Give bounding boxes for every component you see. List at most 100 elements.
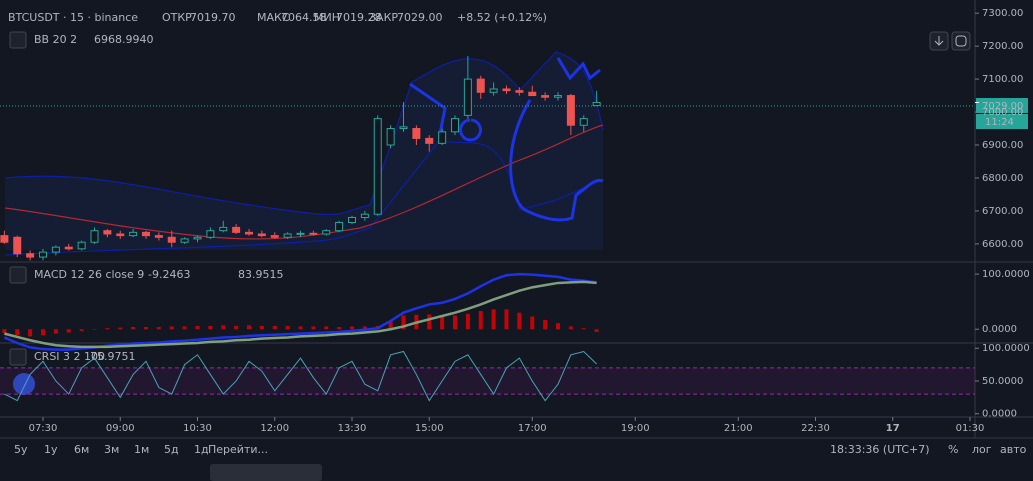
- macd-histogram: [182, 326, 187, 330]
- macd-histogram: [594, 329, 599, 332]
- range-button[interactable]: 3м: [104, 443, 119, 456]
- bollinger-basis: [4, 124, 604, 240]
- macd-histogram: [66, 329, 71, 333]
- goto-button[interactable]: Перейти...: [208, 443, 268, 456]
- y-tick-label: 6700.00: [982, 206, 1023, 217]
- macd-histogram: [453, 315, 457, 330]
- candle-body: [579, 118, 588, 126]
- macd-histogram: [440, 316, 445, 330]
- candle-body: [0, 235, 9, 243]
- macd-histogram: [156, 327, 161, 330]
- percent-button[interactable]: %: [948, 443, 958, 456]
- candle-body: [232, 226, 241, 233]
- candle-body: [219, 226, 228, 232]
- macd-histogram: [79, 329, 84, 331]
- macd-histogram: [324, 326, 329, 330]
- y-tick-label: 7100.00: [982, 74, 1023, 85]
- collapse[interactable]: [9, 348, 27, 366]
- range-button[interactable]: 1м: [134, 443, 149, 456]
- candle-body: [438, 131, 447, 144]
- y-tick-label: 6900.00: [982, 140, 1023, 151]
- y-tick-label: 0.0000: [982, 324, 1017, 335]
- last-price-label: 7029.00: [982, 101, 1023, 112]
- header-symbol: BTCUSDT · 15 · binance: [8, 11, 138, 24]
- macd-histogram: [53, 329, 58, 334]
- range-button[interactable]: 1д: [194, 443, 209, 456]
- macd-histogram: [543, 319, 548, 330]
- logo[interactable]: [13, 373, 35, 395]
- candle-body: [103, 230, 112, 235]
- bollinger-upper: [4, 51, 604, 216]
- candle-body: [129, 231, 138, 237]
- candle-body: [142, 231, 150, 237]
- range-button[interactable]: 5y: [14, 443, 28, 456]
- candle-body: [502, 88, 511, 92]
- countdown: 11:24: [985, 117, 1014, 128]
- indicator-name: CRSI 3 2 100: [34, 350, 105, 363]
- header-close-label: ЗАКР: [369, 11, 398, 24]
- candle-body: [90, 230, 99, 243]
- macd-histogram: [221, 325, 226, 330]
- header-high-label: МАКС: [257, 11, 290, 24]
- candle-body: [554, 95, 562, 98]
- header-change: +8.52 (+0.12%): [457, 11, 547, 24]
- x-tick-label: 09:00: [106, 423, 135, 434]
- y-tick-label: 7000.00: [982, 107, 1023, 118]
- macd-histogram: [504, 309, 509, 330]
- indicator-value: 83.9515: [238, 268, 284, 281]
- x-tick-label: 13:30: [338, 423, 367, 434]
- log-button[interactable]: лог: [972, 443, 992, 456]
- candle-body: [386, 128, 395, 146]
- indicator-value: 75.9751: [90, 350, 136, 363]
- x-tick-label: 07:30: [29, 423, 58, 434]
- collapse[interactable]: [9, 266, 27, 284]
- macd-histogram: [556, 323, 560, 330]
- header-close: 7029.00: [397, 11, 443, 24]
- macd-histogram: [28, 329, 33, 337]
- auto-button[interactable]: авто: [1000, 443, 1027, 456]
- candle-body: [26, 253, 35, 258]
- collapse[interactable]: [9, 31, 27, 49]
- candle-body: [528, 91, 537, 97]
- candle-body: [541, 95, 550, 98]
- header-low: 7019.28: [336, 11, 382, 24]
- candle-body: [51, 246, 60, 253]
- user-drawing: [409, 57, 604, 222]
- range-button[interactable]: 1y: [44, 443, 58, 456]
- macd-histogram: [208, 325, 213, 330]
- x-tick-label: 01:30: [956, 423, 985, 434]
- macd-histogram: [131, 327, 136, 330]
- macd-histogram: [530, 316, 535, 330]
- button[interactable]: [951, 31, 971, 51]
- candle-body: [360, 213, 369, 219]
- candle-body: [515, 90, 524, 93]
- down-icon: [934, 36, 944, 46]
- macd-histogram: [298, 326, 303, 330]
- candle-body: [257, 233, 266, 237]
- candle-body: [412, 128, 421, 139]
- clock: 18:33:36 (UTC+7): [830, 443, 930, 456]
- macd-histogram: [337, 327, 342, 330]
- macd-histogram: [118, 327, 123, 330]
- last-price-box: [976, 98, 1028, 113]
- macd-histogram: [169, 326, 174, 330]
- candle-body: [309, 232, 318, 235]
- range-button[interactable]: 6м: [74, 443, 89, 456]
- indicator-value: 6968.9940: [94, 33, 154, 46]
- range-button[interactable]: 5д: [164, 443, 179, 456]
- y-tick-label: 7300.00: [982, 8, 1023, 19]
- candle-body: [167, 236, 176, 243]
- candle-body: [206, 230, 215, 238]
- candle-body: [39, 251, 47, 258]
- signal-line: [4, 280, 597, 349]
- x-tick-label: 22:30: [801, 423, 830, 434]
- indicator-name: BB 20 2: [34, 33, 77, 46]
- candle-body: [592, 101, 601, 107]
- x-tick-label: 10:30: [183, 423, 212, 434]
- active-tab[interactable]: [210, 464, 322, 481]
- candle-body: [463, 78, 472, 116]
- x-tick-label: 21:00: [724, 423, 753, 434]
- crsi-line: [4, 350, 597, 402]
- countdown-box: [976, 114, 1028, 129]
